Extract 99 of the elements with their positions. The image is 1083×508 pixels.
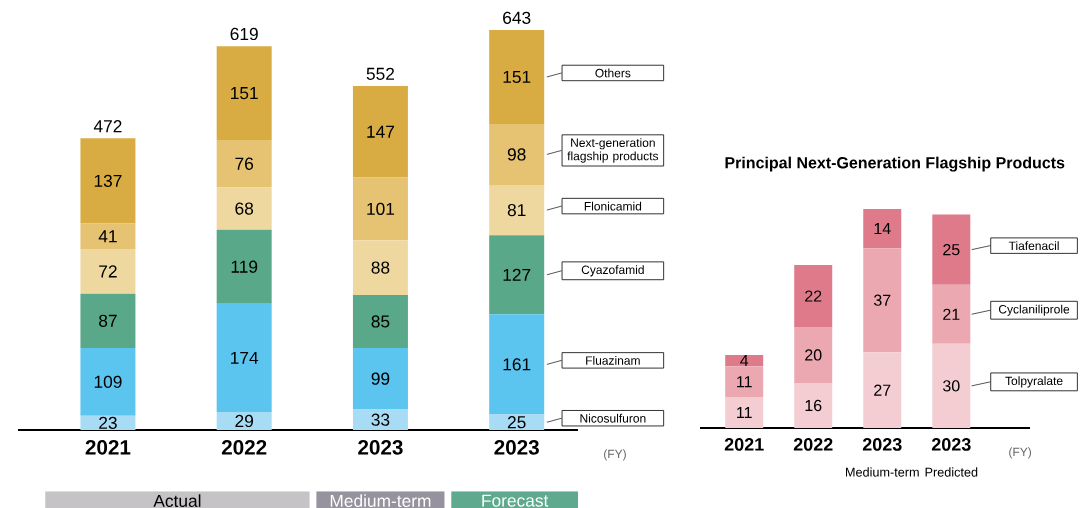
bar	[794, 326, 833, 384]
data-label: 33	[371, 413, 390, 426]
bar	[352, 295, 408, 348]
text: Forecast	[482, 494, 549, 507]
data-label: 30	[943, 380, 960, 392]
text: Cyazofamid	[581, 265, 644, 277]
x-tick-label: 2022	[793, 438, 833, 451]
bar	[863, 352, 902, 428]
data-label: 21	[943, 308, 960, 320]
data-label: 37	[873, 294, 891, 306]
text: Fluazinam	[586, 355, 640, 365]
data-label: 20	[805, 349, 822, 361]
bar	[80, 138, 136, 224]
data-label: 22	[805, 290, 822, 302]
data-label: 101	[367, 202, 395, 215]
data-label: 76	[235, 157, 254, 170]
bar	[80, 293, 136, 348]
bar	[489, 414, 545, 430]
total-label: 552	[366, 67, 395, 80]
x-tick-label: 2021	[85, 440, 131, 455]
text: Predicted	[925, 467, 978, 477]
data-label: 151	[231, 87, 258, 100]
text: Cyclaniliprole	[998, 304, 1070, 316]
data-label: 14	[874, 223, 891, 235]
data-label: 11	[737, 376, 752, 388]
bar	[489, 29, 545, 124]
data-label: 68	[235, 202, 254, 215]
data-label: 25	[943, 243, 960, 256]
bar	[216, 229, 272, 304]
data-label: 151	[503, 70, 531, 84]
data-label: 98	[507, 148, 526, 161]
bar	[80, 223, 136, 249]
x-tick-label: 2022	[221, 440, 267, 455]
data-label: 161	[503, 358, 531, 371]
x-axis-title: (FY)	[604, 449, 626, 461]
bar	[863, 248, 902, 353]
data-label: 25	[507, 416, 526, 429]
data-label: 11	[737, 407, 752, 419]
bar	[216, 411, 272, 430]
data-label: 41	[98, 230, 117, 243]
data-label: 174	[231, 351, 259, 364]
text: Flonicamid	[584, 201, 642, 211]
bar	[932, 343, 971, 428]
data-label: 85	[371, 315, 390, 328]
bar	[352, 85, 408, 178]
data-label: 81	[507, 203, 526, 217]
series-label: Next-generation flagship products	[567, 138, 659, 163]
bar	[794, 383, 833, 428]
x-axis-title: (FY)	[1009, 447, 1032, 459]
data-label: 16	[805, 399, 822, 412]
bar	[489, 123, 545, 185]
total-label: 619	[230, 27, 258, 41]
bar	[489, 235, 545, 315]
x-tick-label: 2023	[862, 438, 902, 451]
chart-title: Principal Next-Generation Flagship Products	[725, 156, 1065, 172]
bar	[216, 303, 272, 412]
data-label: 29	[235, 414, 253, 428]
data-label: 127	[503, 268, 531, 281]
data-label: 88	[371, 261, 390, 274]
x-tick-label: 2021	[724, 438, 764, 451]
text: Tiafenacil	[1008, 241, 1059, 251]
bar	[863, 208, 902, 249]
bar	[352, 240, 408, 296]
data-label: 72	[99, 265, 117, 278]
data-label: 147	[367, 125, 395, 138]
data-label: 87	[99, 314, 117, 327]
bar	[352, 177, 408, 241]
x-tick-label: 2023	[931, 438, 971, 451]
bar	[216, 140, 272, 188]
text: Nicosulfuron	[580, 413, 646, 423]
bar	[489, 314, 545, 415]
bar	[80, 347, 136, 416]
total-label: 643	[503, 11, 531, 24]
data-label: 119	[231, 260, 258, 273]
bar	[932, 214, 971, 285]
text: Medium-term	[846, 467, 919, 477]
bar	[216, 46, 272, 141]
bar	[932, 284, 971, 344]
data-label: 23	[99, 416, 117, 429]
bar	[352, 409, 408, 430]
data-label: 4	[740, 355, 749, 367]
data-label: 109	[94, 375, 122, 388]
bar	[489, 184, 545, 236]
bar	[725, 366, 764, 398]
bar	[216, 187, 272, 230]
bar	[794, 265, 833, 327]
data-label: 27	[874, 384, 891, 396]
x-tick-label: 2023	[358, 440, 403, 455]
total-label: 472	[93, 120, 122, 133]
data-label: 99	[371, 372, 390, 385]
text: Medium-term	[330, 494, 431, 508]
bar	[80, 248, 136, 294]
data-label: 137	[94, 174, 122, 187]
text: Others	[595, 68, 631, 78]
x-tick-label: 2023	[494, 440, 539, 455]
text: Actual	[153, 494, 201, 508]
bar	[352, 347, 408, 410]
bar	[725, 397, 764, 428]
text: Tolpyralate	[1005, 376, 1063, 388]
